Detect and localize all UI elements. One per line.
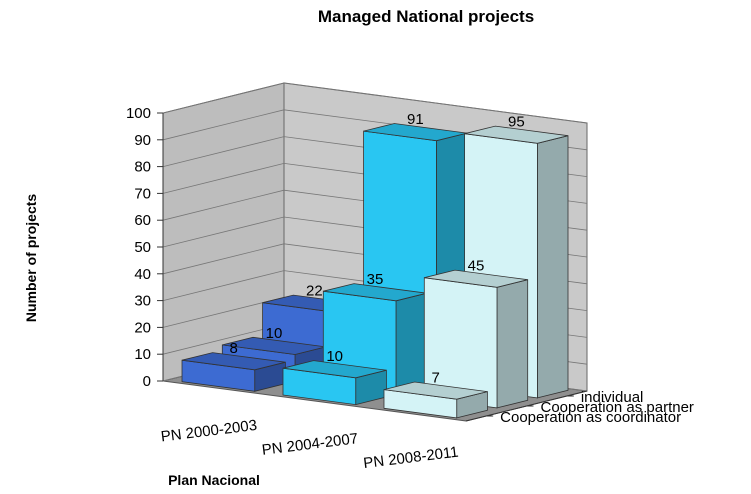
- bar-3-2: [423, 269, 529, 409]
- x-tick-label: PN 2004-2007: [261, 430, 359, 459]
- x-tick-label: PN 2008-2011: [362, 444, 459, 473]
- bar-top: [282, 360, 387, 379]
- data-label: 95: [508, 114, 525, 131]
- bar-side: [537, 135, 569, 399]
- bar-1-1: [181, 352, 286, 392]
- data-label: 35: [367, 271, 384, 288]
- y-tick-label: 70: [134, 185, 151, 202]
- y-tick-label: 20: [134, 319, 151, 336]
- y-tick-label: 60: [134, 212, 151, 229]
- bar-top: [181, 352, 286, 371]
- z-tick-label: Cooperation as partner: [541, 399, 694, 416]
- bar-top: [424, 269, 528, 288]
- data-label: 22: [306, 283, 323, 300]
- y-tick-label: 80: [134, 159, 151, 176]
- bar-side: [395, 292, 428, 396]
- bar-top: [464, 125, 569, 144]
- bar-3-1: [383, 381, 488, 419]
- data-label: 10: [326, 348, 343, 365]
- z-axis-line: [465, 390, 588, 422]
- bars: [181, 123, 569, 419]
- data-label: 91: [407, 111, 424, 128]
- y-tick-label: 90: [134, 132, 151, 149]
- z-tick-label: Cooperation as coordinator: [500, 409, 681, 426]
- x-tick-label: PN 2000-2003: [160, 417, 258, 446]
- z-tick-label: individual: [581, 389, 644, 406]
- x-axis-title: Plan Nacional: [168, 472, 260, 488]
- data-labels: 22 91 95 10 35 45 8 10 7: [229, 111, 524, 386]
- y-tick-label: 50: [134, 239, 151, 256]
- y-axis-title: Number of projects: [23, 194, 39, 323]
- bar-top: [383, 381, 488, 400]
- data-label: 10: [266, 325, 283, 342]
- y-tick-label: 0: [143, 373, 151, 390]
- y-tick-label: 40: [134, 266, 151, 283]
- data-label: 8: [229, 340, 237, 357]
- y-tick-label: 10: [134, 346, 151, 363]
- x-axis-ticks: PN 2000-2003 PN 2004-2007 PN 2008-2011: [160, 417, 460, 472]
- y-tick-label: 30: [134, 293, 151, 310]
- bar-side: [496, 279, 529, 409]
- y-axis-ticks: 0 10 20 30 40 50 60 70 80 90 100: [126, 105, 164, 390]
- gridline: [162, 82, 588, 124]
- data-label: 7: [431, 370, 439, 387]
- y-tick-label: 100: [126, 105, 151, 122]
- chart-title: Managed National projects: [318, 7, 534, 26]
- bar-2-1: [282, 360, 387, 406]
- data-label: 45: [468, 258, 485, 275]
